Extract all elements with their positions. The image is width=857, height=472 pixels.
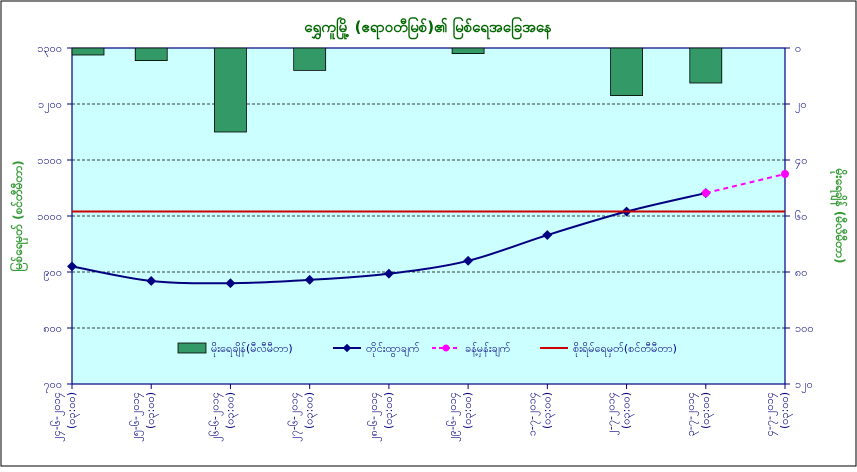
left-tick-label: ၁၃၀၀ xyxy=(37,42,62,57)
forecast-point xyxy=(701,189,710,198)
legend-label: ခန့်မှန်းချက် xyxy=(465,342,511,357)
right-axis-title: မိုးရေချိန် (မီလီမီတာ) xyxy=(829,168,849,264)
x-tick-date: ၂၆-၆-၂၀၁၄ xyxy=(208,392,223,442)
left-axis-title: မြစ်ရေမှတ် (စင်တီမီတာ) xyxy=(8,160,29,271)
rainfall-bar xyxy=(214,47,247,133)
series-lines xyxy=(67,170,789,289)
x-tick-time: (၀၃:၀၀) xyxy=(223,392,238,429)
x-tick-time: (၀၃:၀၀) xyxy=(382,392,397,429)
right-tick-label: ၂၀ xyxy=(795,98,807,113)
left-tick-label: ၁၀၀၀ xyxy=(37,210,62,223)
observed-point xyxy=(542,230,553,240)
forecast-point xyxy=(781,170,789,178)
x-tick-label: ၄-၇-၂၀၁၄ (၀၃:၀၀) xyxy=(763,392,793,436)
x-tick-label: ၂၉-၆-၂၀၁၄ (၀၃:၀၀) xyxy=(446,392,476,442)
chart-legend: မိုးရေချိန်(မီလီမီတာ) တိုင်းထွာချက် ခန့်မှ… xyxy=(177,342,677,357)
observed-point xyxy=(383,268,394,279)
x-tick-date: ၃-၇-၂၀၁၄ xyxy=(684,392,699,436)
x-tick-date: ၂၅-၆-၂၀၁၄ xyxy=(129,392,144,442)
legend-marker xyxy=(442,344,450,352)
observed-point xyxy=(304,274,315,285)
x-tick-label: ၂၆-၆-၂၀၁၄ (၀၃:၀၀) xyxy=(208,392,238,442)
rainfall-bar xyxy=(610,47,643,96)
rainfall-bar xyxy=(689,47,723,84)
x-tick-date: ၂၇-၆-၂၀၁၄ xyxy=(288,392,303,442)
forecast-line xyxy=(705,173,786,195)
x-tick-time: (၀၃:၀၀) xyxy=(620,392,635,429)
x-tick-date: ၂၉-၆-၂၀၁၄ xyxy=(446,392,461,442)
left-tick-label: ၈၀၀ xyxy=(43,322,62,335)
x-tick-time: (၀၃:၀၀) xyxy=(461,392,476,429)
x-tick-date: ၂-၇-၂၀၁၄ xyxy=(605,392,620,436)
x-tick-time: (၀၃:၀၀) xyxy=(65,392,80,429)
legend-marker xyxy=(342,343,352,353)
x-tick-label: ၂၅-၆-၂၀၁၄ (၀၃:၀၀) xyxy=(129,392,159,442)
x-tick-time: (၀၃:၀၀) xyxy=(778,392,793,429)
rainfall-bar xyxy=(293,47,327,71)
x-tick-label: ၂-၇-၂၀၁၄ (၀၃:၀၀) xyxy=(605,392,635,436)
right-tick-label: ၁၂၀ xyxy=(795,378,813,393)
right-tick-label: ၈၀ xyxy=(795,266,807,279)
rainfall-bar xyxy=(451,47,485,54)
legend-swatch-rainfall xyxy=(177,342,207,354)
observed-point xyxy=(463,255,474,266)
legend-label: တိုင်းထွာချက် xyxy=(366,342,420,357)
left-tick-label: ၇၀၀ xyxy=(43,378,62,393)
x-tick-label: ၂၈-၆-၂၀၁၄ (၀၃:၀၀) xyxy=(367,392,397,442)
left-tick-label: ၁၁၀၀ xyxy=(37,154,62,167)
x-tick-label: ၂၄-၆-၂၀၁၄ (၀၃:၀၀) xyxy=(50,392,80,442)
rainfall-bars xyxy=(71,47,723,133)
left-tick-label: ၉၀၀ xyxy=(43,266,62,281)
x-tick-time: (၀၃:၀၀) xyxy=(144,392,159,429)
legend-label: စိုးရိမ်ရေမှတ်(စင်တီမီတာ) xyxy=(573,342,677,357)
x-tick-time: (၀၃:၀၀) xyxy=(699,392,714,429)
x-tick-label: ၂၇-၆-၂၀၁၄ (၀၃:၀၀) xyxy=(288,392,318,442)
rainfall-bar xyxy=(71,47,105,56)
x-tick-label: ၃-၇-၂၀၁၄ (၀၃:၀၀) xyxy=(684,392,714,436)
x-tick-date: ၂၈-၆-၂၀၁၄ xyxy=(367,392,382,442)
right-tick-label: ၆၀ xyxy=(795,210,807,223)
x-tick-label: ၁-၇-၂၀၁၄ (၀၃:၀၀) xyxy=(525,392,555,436)
x-tick-date: ၄-၇-၂၀၁၄ xyxy=(763,392,778,436)
legend-label: မိုးရေချိန်(မီလီမီတာ) xyxy=(211,342,293,357)
observed-point xyxy=(225,278,236,289)
x-axis-ticks: ၂၄-၆-၂၀၁၄ (၀၃:၀၀) ၂၅-၆-၂၀၁၄ (၀၃:၀၀) ၂၆-၆-၂၀၁… xyxy=(50,384,793,442)
x-tick-date: ၁-၇-၂၀၁၄ xyxy=(525,392,540,436)
x-tick-date: ၂၄-၆-၂၀၁၄ xyxy=(50,392,65,442)
x-tick-time: (၀၃:၀၀) xyxy=(303,392,318,429)
rainfall-bar xyxy=(134,47,168,62)
right-tick-label: ၄၀ xyxy=(795,154,807,169)
observed-line xyxy=(71,192,707,285)
x-tick-time: (၀၃:၀၀) xyxy=(540,392,555,429)
right-tick-label: ၀ xyxy=(795,42,801,55)
observed-point xyxy=(146,276,157,286)
left-axis-ticks: ၇၀၀ ၈၀၀ ၉၀၀ ၁၀၀၀ ၁၁၀၀ ၁၂၀၀ ၁၃၀၀ xyxy=(37,42,72,393)
left-tick-label: ၁၂၀၀ xyxy=(38,98,62,113)
right-tick-label: ၁၀၀ xyxy=(795,322,814,335)
